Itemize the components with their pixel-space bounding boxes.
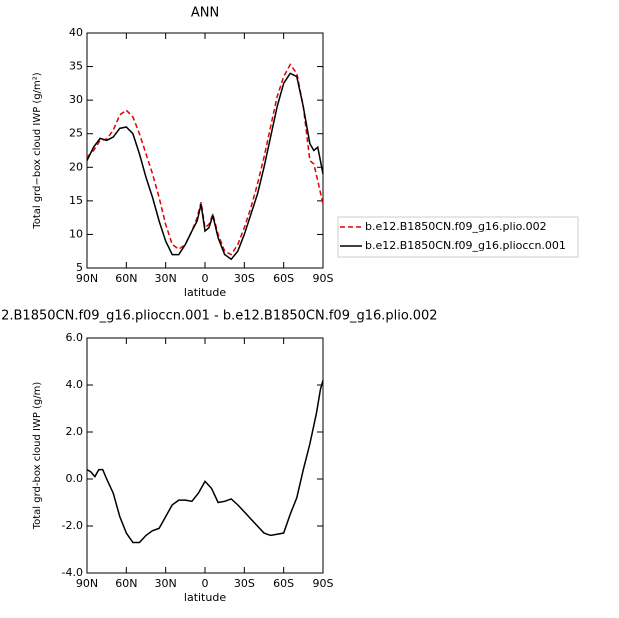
x-tick-label: 90S [313, 272, 334, 285]
y-tick-label: -4.0 [62, 566, 83, 579]
y-tick-label: 25 [69, 127, 83, 140]
y-tick-label: 0.0 [66, 472, 84, 485]
y-tick-label: -2.0 [62, 519, 83, 532]
x-tick-label: 60S [273, 272, 294, 285]
series-line [86, 380, 324, 544]
x-tick-label: 30S [234, 272, 255, 285]
legend-frame [337, 216, 579, 258]
y-tick-label: 4.0 [66, 378, 84, 391]
x-tick-label: 0 [202, 577, 209, 590]
chart-title: ANN [191, 6, 219, 21]
x-tick-label: 30N [155, 272, 177, 285]
x-tick-label: 60S [273, 577, 294, 590]
y-tick-label: 6.0 [66, 331, 84, 344]
x-tick-label: 60N [115, 577, 137, 590]
x-tick-label: 30N [155, 577, 177, 590]
legend-label: b.e12.B1850CN.f09_g16.plioccn.001 [365, 239, 566, 252]
legend-label: b.e12.B1850CN.f09_g16.plio.002 [365, 220, 547, 233]
x-axis-label: latitude [184, 286, 226, 299]
plot-frame [86, 32, 324, 269]
x-tick-label: 30S [234, 577, 255, 590]
y-axis-label: Total grd−box cloud IWP (g/m²) [32, 72, 43, 229]
series-line [86, 63, 324, 256]
y-tick-label: 20 [69, 160, 83, 173]
y-tick-label: 15 [69, 194, 83, 207]
x-tick-label: 0 [202, 272, 209, 285]
x-tick-label: 90N [76, 272, 98, 285]
y-tick-label: 2.0 [66, 425, 84, 438]
y-tick-label: 40 [69, 26, 83, 39]
y-tick-label: 5 [76, 261, 83, 274]
x-tick-label: 60N [115, 272, 137, 285]
y-tick-label: 35 [69, 60, 83, 73]
y-axis-label: Total grd-box cloud IWP (g/m) [32, 382, 43, 531]
x-axis-label: latitude [184, 591, 226, 604]
x-tick-label: 90S [313, 577, 334, 590]
x-tick-label: 90N [76, 577, 98, 590]
chart-title: b.e12.B1850CN.f09_g16.plioccn.001 - b.e1… [0, 309, 438, 324]
y-tick-label: 30 [69, 93, 83, 106]
plot-frame [86, 337, 324, 574]
y-tick-label: 10 [69, 227, 83, 240]
series-line [86, 72, 324, 261]
